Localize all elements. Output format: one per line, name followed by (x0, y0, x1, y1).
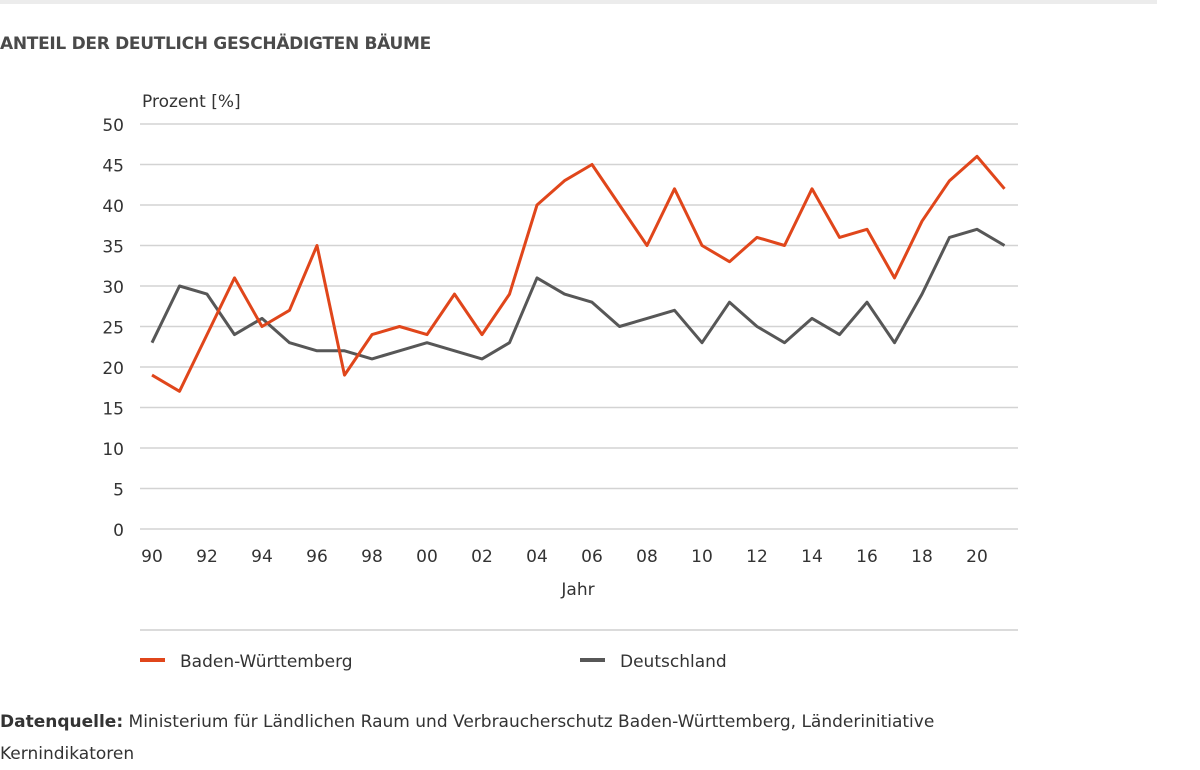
legend-label: Deutschland (620, 652, 727, 672)
series-lines (152, 156, 1005, 391)
x-tick-label: 14 (801, 547, 823, 567)
y-tick-label: 25 (102, 319, 124, 339)
legend: Baden-Württemberg Deutschland (140, 652, 727, 672)
y-tick-label: 5 (113, 481, 124, 501)
x-tick-label: 02 (471, 547, 493, 567)
y-tick-label: 30 (102, 278, 124, 298)
source-text: Ministerium für Ländlichen Raum und Verb… (0, 712, 934, 764)
x-tick-label: 92 (196, 547, 218, 567)
legend-label: Baden-Württemberg (180, 652, 353, 672)
x-axis-label: Jahr (560, 580, 594, 600)
y-tick-labels: 0 5 10 15 20 25 30 35 40 45 50 (102, 116, 124, 541)
x-tick-label: 04 (526, 547, 548, 567)
x-tick-label: 96 (306, 547, 328, 567)
x-tick-label: 00 (416, 547, 438, 567)
source-label: Datenquelle: (0, 712, 123, 732)
y-tick-label: 50 (102, 116, 124, 136)
x-tick-label: 16 (856, 547, 878, 567)
x-tick-label: 20 (966, 547, 988, 567)
x-tick-label: 12 (746, 547, 768, 567)
x-tick-labels: 90 92 94 96 98 00 02 04 06 08 10 12 14 16 18 20 (141, 547, 988, 567)
series-line-baden-w-rttemberg (152, 156, 1005, 391)
y-tick-label: 35 (102, 238, 124, 258)
x-tick-label: 10 (691, 547, 713, 567)
y-tick-label: 10 (102, 440, 124, 460)
y-tick-label: 45 (102, 157, 124, 177)
y-tick-label: 40 (102, 197, 124, 217)
y-tick-label: 15 (102, 400, 124, 420)
y-axis-label: Prozent [%] (142, 92, 241, 112)
data-source: Datenquelle: Ministerium für Ländlichen … (0, 706, 1060, 770)
x-tick-label: 90 (141, 547, 163, 567)
y-tick-label: 0 (113, 521, 124, 541)
x-tick-label: 94 (251, 547, 273, 567)
x-tick-label: 18 (911, 547, 933, 567)
x-tick-label: 98 (361, 547, 383, 567)
x-tick-label: 08 (636, 547, 658, 567)
y-tick-label: 20 (102, 359, 124, 379)
x-tick-label: 06 (581, 547, 603, 567)
